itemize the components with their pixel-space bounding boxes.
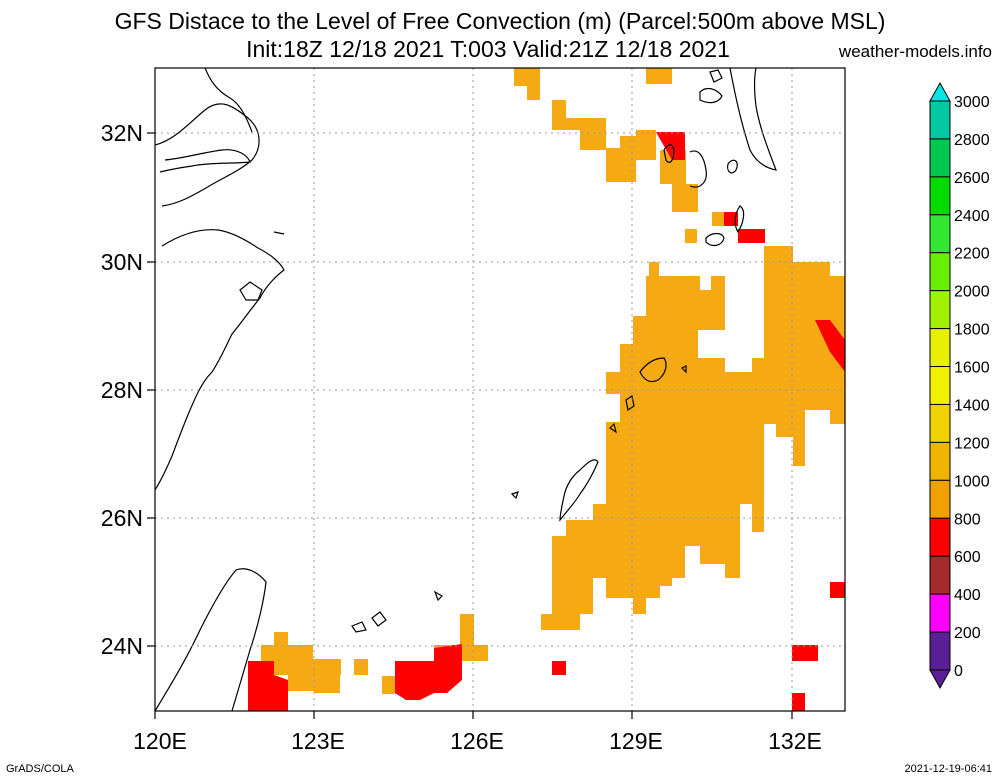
colorbar-swatch xyxy=(929,441,951,481)
graticule xyxy=(155,68,845,711)
colorbar: 3000280026002400220020001800160014001200… xyxy=(929,81,990,690)
orange-field-cells xyxy=(261,68,845,694)
field-shading xyxy=(248,68,845,711)
lat-label: 32N xyxy=(101,120,143,146)
colorbar-cells xyxy=(929,100,951,671)
coastlines xyxy=(155,68,777,711)
colorbar-swatch xyxy=(929,214,951,254)
lon-label: 120E xyxy=(133,728,187,754)
lon-label: 129E xyxy=(609,728,663,754)
colorbar-label: 2200 xyxy=(954,246,990,263)
colorbar-swatch xyxy=(929,138,951,178)
red-field-cells xyxy=(248,132,845,711)
credit-label: weather-models.info xyxy=(838,42,992,61)
colorbar-label: 1000 xyxy=(954,473,990,490)
colorbar-swatch xyxy=(929,555,951,595)
colorbar-swatch xyxy=(929,479,951,519)
colorbar-swatch xyxy=(929,252,951,292)
colorbar-swatch xyxy=(929,100,951,140)
colorbar-label: 0 xyxy=(954,663,963,680)
colorbar-label: 3000 xyxy=(954,94,990,111)
footer-software-label: GrADS/COLA xyxy=(6,763,74,775)
colorbar-label: 600 xyxy=(954,549,981,566)
colorbar-label: 1200 xyxy=(954,435,990,452)
colorbar-swatch xyxy=(929,403,951,443)
lat-label: 28N xyxy=(101,377,143,403)
colorbar-swatch xyxy=(929,366,951,405)
colorbar-max-arrow xyxy=(929,81,951,102)
footer-timestamp: 2021-12-19-06:41 xyxy=(904,763,992,775)
colorbar-label: 400 xyxy=(954,587,981,604)
colorbar-swatch xyxy=(929,176,951,216)
map-subtitle: Init:18Z 12/18 2021 T:003 Valid:21Z 12/1… xyxy=(246,36,730,62)
colorbar-min-arrow xyxy=(929,669,951,690)
lat-label: 24N xyxy=(101,633,143,659)
lon-label: 123E xyxy=(291,728,345,754)
colorbar-swatch xyxy=(929,517,951,557)
longitude-labels: 120E 123E 126E 129E 132E xyxy=(133,728,822,754)
colorbar-label: 200 xyxy=(954,625,981,642)
colorbar-labels: 3000280026002400220020001800160014001200… xyxy=(954,94,990,680)
colorbar-label: 1400 xyxy=(954,397,990,414)
colorbar-swatch xyxy=(929,328,951,368)
lat-label: 26N xyxy=(101,505,143,531)
colorbar-label: 1600 xyxy=(954,360,990,377)
lon-label: 126E xyxy=(450,728,504,754)
lon-label: 132E xyxy=(768,728,822,754)
colorbar-swatch xyxy=(929,631,951,671)
colorbar-label: 2000 xyxy=(954,284,990,301)
colorbar-label: 800 xyxy=(954,511,981,528)
latitude-labels: 32N 30N 28N 26N 24N xyxy=(101,120,143,659)
colorbar-swatch xyxy=(929,290,951,330)
colorbar-label: 2400 xyxy=(954,208,990,225)
colorbar-label: 1800 xyxy=(954,322,990,339)
colorbar-label: 2800 xyxy=(954,132,990,149)
colorbar-label: 2600 xyxy=(954,170,990,187)
map-title: GFS Distace to the Level of Free Convect… xyxy=(114,8,886,34)
axis-ticks xyxy=(147,132,793,719)
colorbar-swatch xyxy=(929,593,951,633)
lat-label: 30N xyxy=(101,249,143,275)
